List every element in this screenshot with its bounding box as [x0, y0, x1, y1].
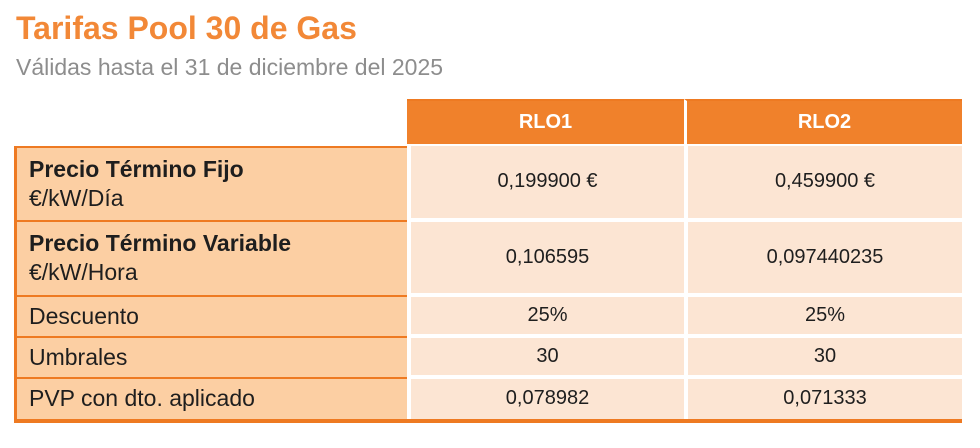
row-label-title: Precio Término Variable [29, 230, 292, 257]
cell-pvp-rlo1: 0,078982 [407, 378, 684, 419]
cell-umbrales-rlo1: 30 [407, 337, 684, 379]
row-label-descuento: Descuento [14, 296, 407, 338]
row-label-title: PVP con dto. aplicado [29, 385, 255, 412]
row-label-title: Precio Término Fijo [29, 155, 244, 182]
row-label-umbrales: Umbrales [14, 337, 407, 379]
page-title: Tarifas Pool 30 de Gas [16, 10, 357, 46]
row-label-unit: €/kW/Día [29, 184, 124, 211]
cell-variable-rlo1: 0,106595 [407, 221, 684, 297]
header-empty-cell [14, 98, 407, 146]
cell-fijo-rlo1: 0,199900 € [407, 145, 684, 222]
cell-variable-rlo2: 0,097440235 [684, 221, 962, 297]
cell-pvp-rlo2: 0,071333 [684, 378, 962, 419]
cell-descuento-rlo1: 25% [407, 296, 684, 338]
page-subtitle: Válidas hasta el 31 de diciembre del 202… [16, 54, 444, 80]
row-label-title: Umbrales [29, 343, 128, 370]
row-label-precio-termino-variable: Precio Término Variable €/kW/Hora [14, 221, 407, 297]
row-label-title: Descuento [29, 302, 139, 329]
row-label-pvp: PVP con dto. aplicado [14, 378, 407, 419]
column-header-rlo1: RLO1 [407, 98, 684, 146]
cell-fijo-rlo2: 0,459900 € [684, 145, 962, 222]
cell-umbrales-rlo2: 30 [684, 337, 962, 379]
row-label-precio-termino-fijo: Precio Término Fijo €/kW/Día [14, 145, 407, 222]
tariff-table: RLO1 RLO2 Precio Término Fijo €/kW/Día 0… [14, 98, 962, 423]
cell-descuento-rlo2: 25% [684, 296, 962, 338]
column-header-rlo2: RLO2 [684, 98, 962, 146]
row-label-unit: €/kW/Hora [29, 259, 138, 286]
